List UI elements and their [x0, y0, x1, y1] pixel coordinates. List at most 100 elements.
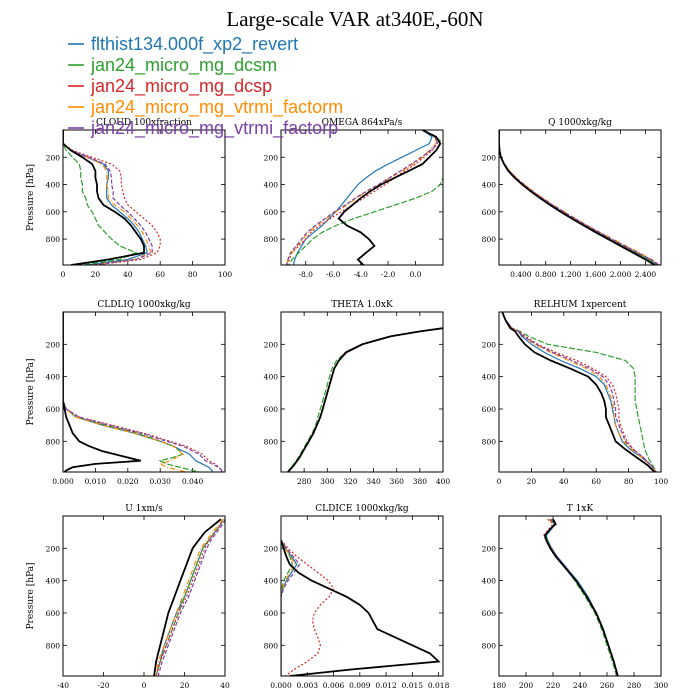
- panel-title: U 1xm/s: [125, 504, 163, 514]
- panel-5: 280 300 320 340 360 380 400 200 400 600 800 THETA 1…: [264, 300, 451, 486]
- x-tick-label: 240: [573, 681, 588, 690]
- x-tick-label: 280: [627, 681, 642, 690]
- series-line-2: [501, 312, 657, 472]
- x-tick-label: 0.400: [510, 270, 532, 279]
- series-group: [63, 130, 161, 265]
- series-line-1: [287, 327, 443, 472]
- y-tick-label: 600: [264, 609, 279, 618]
- y-axis-label: Pressure [hPa]: [26, 358, 36, 425]
- y-tick-label: 800: [482, 641, 497, 650]
- panel-title: THETA 1.0xK: [331, 300, 393, 310]
- panel-3: 0.400 0.800 1.200 1.600 2.000 2.400 200 400 600 8…: [482, 118, 662, 279]
- x-tick-label: 0.0: [410, 270, 422, 279]
- panel-frame: [498, 311, 662, 473]
- x-tick-label: 400: [436, 477, 451, 486]
- y-tick-label: 800: [264, 437, 279, 446]
- y-tick-label: 800: [264, 235, 279, 244]
- series-line-3: [501, 312, 657, 472]
- x-tick-label: 1.600: [585, 270, 607, 279]
- panel-6: 0 20 40 60 80 100 200 400 600 800 RELHUM 1xpercent: [482, 300, 669, 486]
- panel-frame: [62, 515, 226, 677]
- series-line-3: [281, 539, 335, 676]
- x-tick-label: 0.040: [182, 477, 204, 486]
- series-line-2: [63, 312, 200, 472]
- control-line: [287, 327, 443, 472]
- panel-frame: [62, 311, 226, 473]
- panel-frame: [498, 129, 662, 266]
- series-group: [501, 312, 657, 472]
- x-tick-label: 2.000: [610, 270, 632, 279]
- control-line: [501, 312, 656, 472]
- y-tick-label: 400: [264, 577, 279, 586]
- series-line-3: [287, 327, 443, 472]
- x-tick-label: -8.0: [298, 270, 313, 279]
- y-axis-label: Pressure [hPa]: [26, 164, 36, 231]
- panel-frame: [62, 129, 226, 266]
- x-tick-label: 0.006: [323, 681, 345, 690]
- x-tick-label: 320: [343, 477, 358, 486]
- x-tick-label: 80: [624, 477, 634, 486]
- series-line-2: [544, 518, 618, 676]
- x-tick-label: -20: [97, 681, 109, 690]
- x-tick-label: 220: [546, 681, 561, 690]
- x-tick-label: -2.0: [381, 270, 396, 279]
- panel-1: 0 20 40 60 80 100 200 400 600 800 CLOUD 100xfracti…: [26, 118, 232, 279]
- y-tick-label: 600: [482, 208, 497, 217]
- x-tick-label: 360: [390, 477, 405, 486]
- series-group: [542, 518, 619, 676]
- series-line-4: [501, 312, 657, 472]
- panel-frame: [280, 129, 444, 266]
- x-tick-label: 0.018: [428, 681, 450, 690]
- panel-frame: [498, 515, 662, 677]
- series-line-2: [63, 130, 138, 265]
- x-tick-label: 300: [320, 477, 335, 486]
- series-line-3: [499, 130, 660, 265]
- series-line-5: [499, 130, 660, 265]
- series-line-5: [287, 327, 443, 472]
- series-group: [499, 130, 661, 265]
- y-tick-label: 600: [264, 405, 279, 414]
- y-tick-label: 600: [46, 609, 61, 618]
- y-tick-label: 400: [482, 577, 497, 586]
- y-tick-label: 600: [264, 208, 279, 217]
- y-tick-label: 800: [46, 235, 61, 244]
- y-tick-label: 400: [482, 373, 497, 382]
- x-tick-label: 20: [91, 270, 101, 279]
- y-tick-label: 200: [264, 340, 279, 349]
- series-line-2: [288, 130, 443, 265]
- series-line-2: [499, 130, 657, 265]
- y-tick-label: 800: [46, 641, 61, 650]
- legend: flthist134.000f_xp2_revertjan24_micro_mg…: [68, 34, 343, 139]
- y-tick-label: 400: [46, 577, 61, 586]
- series-line-4: [285, 130, 437, 265]
- control-line: [281, 539, 441, 676]
- y-tick-label: 200: [482, 340, 497, 349]
- series-line-2: [281, 539, 294, 676]
- series-line-3: [63, 312, 223, 472]
- y-tick-label: 800: [482, 235, 497, 244]
- series-group: [281, 539, 441, 676]
- x-tick-label: 0: [142, 681, 147, 690]
- panel-frame: [280, 311, 444, 473]
- panel-title: CLDICE 1000xkg/kg: [315, 504, 409, 514]
- x-tick-label: 2.400: [635, 270, 657, 279]
- y-tick-label: 400: [46, 181, 61, 190]
- x-tick-label: 200: [519, 681, 534, 690]
- y-tick-label: 200: [264, 544, 279, 553]
- panel-title: OMEGA 864xPa/s: [322, 118, 403, 128]
- panel-title: T 1xK: [567, 504, 594, 514]
- panel-title: CLDLIQ 1000xkg/kg: [97, 300, 191, 310]
- series-group: [285, 130, 443, 265]
- x-tick-label: 60: [591, 477, 601, 486]
- y-tick-label: 200: [46, 544, 61, 553]
- x-tick-label: 0.003: [297, 681, 319, 690]
- x-tick-label: -6.0: [326, 270, 341, 279]
- series-line-5: [285, 130, 439, 265]
- legend-label-3: jan24_micro_mg_dcsp: [90, 76, 272, 97]
- panel-4: 0.000 0.010 0.020 0.030 0.040 200 400 600 800 CLD…: [26, 300, 226, 486]
- series-line-1: [281, 539, 298, 676]
- y-tick-label: 800: [264, 641, 279, 650]
- x-tick-label: 20: [527, 477, 537, 486]
